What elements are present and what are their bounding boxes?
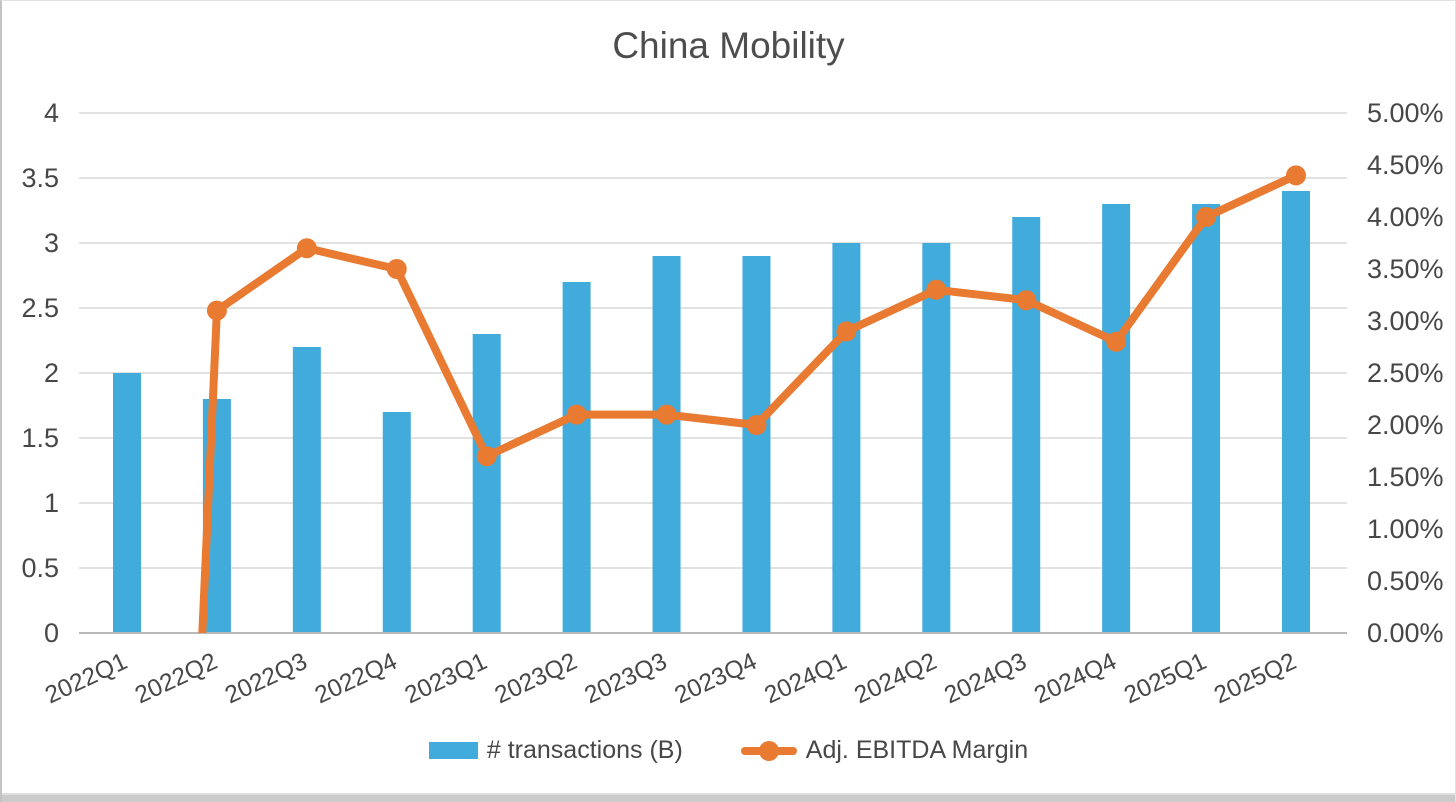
x-axis-label-2024Q3: 2024Q3 bbox=[940, 648, 1030, 709]
left-axis-tick-label: 2.5 bbox=[21, 293, 59, 323]
line-point-2024Q4 bbox=[1106, 331, 1127, 352]
right-axis-tick-label: 3.00% bbox=[1367, 306, 1444, 336]
x-axis-label-2024Q2: 2024Q2 bbox=[850, 648, 940, 709]
bar-2023Q2 bbox=[562, 282, 591, 633]
right-axis-tick-label: 3.50% bbox=[1367, 254, 1444, 284]
x-axis-label-2023Q3: 2023Q3 bbox=[581, 648, 671, 709]
line-point-2023Q3 bbox=[656, 404, 677, 425]
line-point-2024Q1 bbox=[836, 321, 857, 342]
right-axis-tick-label: 1.00% bbox=[1367, 514, 1444, 544]
ebitda-margin-line bbox=[198, 171, 1300, 633]
bar-2025Q1 bbox=[1192, 204, 1221, 633]
left-axis-tick-label: 3 bbox=[44, 228, 59, 258]
right-axis-tick-label: 4.50% bbox=[1367, 150, 1444, 180]
x-axis-label-2025Q2: 2025Q2 bbox=[1210, 648, 1300, 709]
x-axis-label-2022Q4: 2022Q4 bbox=[311, 648, 401, 709]
x-axis-label-2023Q1: 2023Q1 bbox=[401, 648, 491, 709]
chart-title: China Mobility bbox=[612, 25, 845, 66]
line-point-2023Q1 bbox=[476, 446, 497, 467]
legend-item-transactions: # transactions (B) bbox=[428, 736, 683, 765]
x-axis-label-2022Q3: 2022Q3 bbox=[221, 648, 311, 709]
bar-2024Q4 bbox=[1102, 204, 1131, 633]
line-point-2023Q2 bbox=[566, 404, 587, 425]
right-axis-tick-label: 0.00% bbox=[1367, 618, 1444, 648]
bar-2024Q3 bbox=[1012, 217, 1041, 633]
left-axis-tick-label: 3.5 bbox=[21, 163, 59, 193]
bar-2022Q4 bbox=[382, 412, 411, 633]
x-axis-label-2022Q1: 2022Q1 bbox=[41, 648, 131, 709]
bar-2022Q3 bbox=[292, 347, 321, 633]
right-axis-tick-label: 1.50% bbox=[1367, 462, 1444, 492]
line-point-2023Q4 bbox=[746, 415, 767, 435]
legend-item-ebitda-margin: Adj. EBITDA Margin bbox=[740, 736, 1029, 765]
x-axis-label-2023Q2: 2023Q2 bbox=[491, 648, 581, 709]
x-axis-label-2025Q1: 2025Q1 bbox=[1120, 648, 1210, 709]
bar-2023Q4 bbox=[742, 256, 771, 633]
line-series-marker-icon bbox=[758, 740, 779, 761]
right-axis-tick-label: 5.00% bbox=[1367, 98, 1444, 128]
line-series bbox=[198, 165, 1306, 633]
right-axis-tick-label: 0.50% bbox=[1367, 566, 1444, 596]
line-point-2022Q2 bbox=[206, 300, 227, 321]
bar-2022Q1 bbox=[113, 373, 141, 633]
bar-series-swatch bbox=[428, 742, 478, 759]
line-point-2024Q3 bbox=[1016, 290, 1037, 311]
bar-2025Q2 bbox=[1282, 191, 1310, 633]
chart-legend: # transactions (B) Adj. EBITDA Margin bbox=[2, 736, 1455, 765]
line-point-2025Q2 bbox=[1286, 165, 1306, 186]
bar-2023Q1 bbox=[472, 334, 501, 633]
left-axis-tick-label: 0.5 bbox=[21, 553, 59, 583]
line-series-swatch bbox=[740, 740, 797, 761]
x-axis-label-2024Q1: 2024Q1 bbox=[760, 648, 850, 709]
left-axis-tick-label: 1.5 bbox=[21, 423, 59, 453]
legend-line-label: Adj. EBITDA Margin bbox=[805, 736, 1029, 764]
right-axis-tick-label: 4.00% bbox=[1367, 202, 1444, 232]
line-point-2024Q2 bbox=[926, 279, 947, 300]
legend-bar-label: # transactions (B) bbox=[486, 736, 683, 764]
line-point-2022Q4 bbox=[386, 259, 407, 279]
left-axis-tick-label: 1 bbox=[44, 488, 59, 518]
x-axis-label-2023Q4: 2023Q4 bbox=[671, 648, 761, 709]
right-axis-tick-label: 2.00% bbox=[1367, 410, 1444, 440]
window-bottom-edge bbox=[2, 793, 1455, 802]
bar-2023Q3 bbox=[652, 256, 681, 633]
left-axis-tick-label: 0 bbox=[44, 618, 59, 648]
left-axis-tick-label: 4 bbox=[44, 98, 59, 128]
left-axis-tick-label: 2 bbox=[44, 358, 59, 388]
bar-2024Q1 bbox=[832, 243, 861, 633]
right-axis-tick-label: 2.50% bbox=[1367, 358, 1444, 388]
line-point-2025Q1 bbox=[1196, 207, 1217, 227]
x-axis-label-2024Q4: 2024Q4 bbox=[1030, 648, 1120, 709]
x-axis-label-2022Q2: 2022Q2 bbox=[131, 648, 221, 709]
line-point-2022Q3 bbox=[296, 238, 317, 259]
bar-2024Q2 bbox=[922, 243, 951, 633]
